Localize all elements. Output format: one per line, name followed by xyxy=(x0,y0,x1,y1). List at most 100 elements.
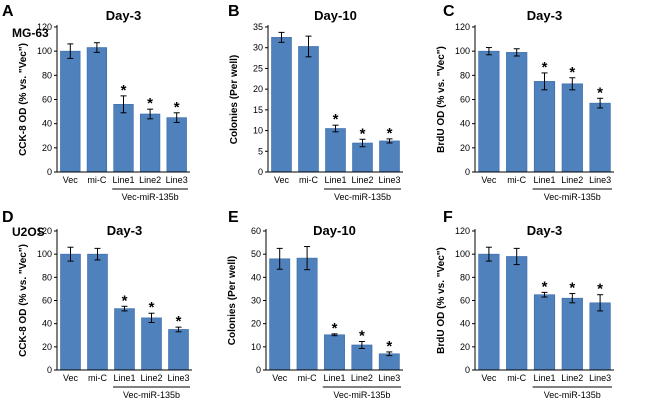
bar-mi-c xyxy=(298,46,319,173)
bar-line2 xyxy=(561,83,583,173)
x-tick-label: Line2 xyxy=(561,373,583,383)
panel-f: F Day-3 BrdU OD (% vs. "Vec") Vec mi-C * Line1… xyxy=(436,209,614,400)
y-tick-label: 0 xyxy=(258,167,263,177)
bar-line1 xyxy=(113,104,134,173)
y-tick-label: 35 xyxy=(253,22,263,32)
y-tick-label: 40 xyxy=(42,319,52,329)
y-tick-label: 100 xyxy=(37,46,52,56)
significance-star: * xyxy=(542,59,548,76)
significance-star: * xyxy=(569,280,575,297)
bar-line2 xyxy=(352,142,373,173)
chart-title: Day-3 xyxy=(527,223,562,238)
x-tick-label: Line2 xyxy=(561,175,583,185)
x-tick-label: mi-C xyxy=(88,373,107,383)
y-tick-label: 20 xyxy=(251,319,261,329)
y-tick-label: 50 xyxy=(251,249,261,259)
significance-star: * xyxy=(174,99,180,116)
group-label: Vec-miR-135b xyxy=(544,192,601,202)
y-tick-label: 100 xyxy=(455,249,470,259)
bar-mi-c xyxy=(296,257,318,371)
panel-letter: F xyxy=(443,209,453,226)
bar-mi-c xyxy=(506,256,528,371)
x-tick-label: Line3 xyxy=(378,175,400,185)
bar-line3 xyxy=(378,353,400,371)
x-tick-label: Vec xyxy=(481,175,497,185)
bar-mi-c xyxy=(87,253,108,371)
x-tick-label: Line2 xyxy=(140,373,162,383)
y-tick-label: 5 xyxy=(258,146,263,156)
y-tick-label: 10 xyxy=(251,342,261,352)
bar-mi-c xyxy=(86,47,108,173)
group-label: Vec-miR-135b xyxy=(123,390,180,400)
x-tick-label: Line1 xyxy=(112,175,134,185)
x-tick-label: Line2 xyxy=(351,175,373,185)
bar-line3 xyxy=(168,329,189,371)
y-tick-label: 0 xyxy=(256,365,261,375)
group-label: Vec-miR-135b xyxy=(333,390,390,400)
y-tick-label: 10 xyxy=(253,126,263,136)
significance-star: * xyxy=(176,313,182,330)
chart-title: Day-3 xyxy=(106,8,141,23)
y-tick-label: 120 xyxy=(455,226,470,236)
y-tick-label: 80 xyxy=(460,70,470,80)
significance-star: * xyxy=(333,111,339,128)
y-tick-label: 40 xyxy=(460,319,470,329)
bar-line3 xyxy=(589,102,611,173)
y-tick-label: 0 xyxy=(465,167,470,177)
bar-line2 xyxy=(561,297,583,371)
y-tick-label: 0 xyxy=(47,365,52,375)
x-tick-label: Line1 xyxy=(324,175,346,185)
significance-star: * xyxy=(387,125,393,142)
y-tick-label: 60 xyxy=(460,296,470,306)
significance-star: * xyxy=(597,84,603,101)
y-tick-label: 120 xyxy=(37,226,52,236)
significance-star: * xyxy=(147,95,153,112)
y-tick-label: 0 xyxy=(47,167,52,177)
x-tick-label: Line2 xyxy=(351,373,373,383)
x-tick-label: Line1 xyxy=(533,373,555,383)
y-axis-label: Colonies (Per well) xyxy=(227,256,238,345)
bar-vec xyxy=(269,258,291,371)
y-tick-label: 100 xyxy=(455,46,470,56)
bar-line2 xyxy=(139,113,161,173)
x-tick-label: Vec xyxy=(481,373,497,383)
bar-vec xyxy=(60,253,81,371)
x-tick-label: mi-C xyxy=(298,373,317,383)
bar-vec xyxy=(478,253,500,371)
group-label: Vec-miR-135b xyxy=(122,192,179,202)
y-tick-label: 60 xyxy=(251,226,261,236)
y-tick-label: 60 xyxy=(460,95,470,105)
bar-line2 xyxy=(141,317,162,371)
group-label: Vec-miR-135b xyxy=(334,192,391,202)
panel-letter: E xyxy=(228,209,239,226)
y-axis-label: CCK-8 OD (% vs. "Vec") xyxy=(18,43,29,156)
x-tick-label: Vec xyxy=(63,175,79,185)
x-tick-label: Vec xyxy=(63,373,79,383)
bar-line1 xyxy=(325,128,346,173)
y-tick-label: 15 xyxy=(253,105,263,115)
y-tick-label: 40 xyxy=(460,119,470,129)
bar-vec xyxy=(271,37,292,173)
chart-title: Day-10 xyxy=(313,223,356,238)
x-tick-label: Line3 xyxy=(378,373,400,383)
bar-line3 xyxy=(166,117,187,173)
x-tick-label: mi-C xyxy=(507,373,526,383)
x-tick-label: mi-C xyxy=(299,175,318,185)
y-tick-label: 30 xyxy=(253,43,263,53)
significance-star: * xyxy=(597,281,603,298)
y-tick-label: 120 xyxy=(455,22,470,32)
y-tick-label: 30 xyxy=(251,296,261,306)
x-tick-label: Line1 xyxy=(533,175,555,185)
x-tick-label: Vec xyxy=(274,175,290,185)
x-tick-label: Vec xyxy=(272,373,288,383)
panel-letter: C xyxy=(443,3,455,20)
panel-letter: D xyxy=(2,209,14,226)
chart-title: Day-3 xyxy=(527,8,562,23)
y-tick-label: 20 xyxy=(460,143,470,153)
bar-mi-c xyxy=(506,52,528,173)
chart-title: Day-10 xyxy=(314,8,357,23)
significance-star: * xyxy=(121,82,127,99)
y-tick-label: 100 xyxy=(37,249,52,259)
